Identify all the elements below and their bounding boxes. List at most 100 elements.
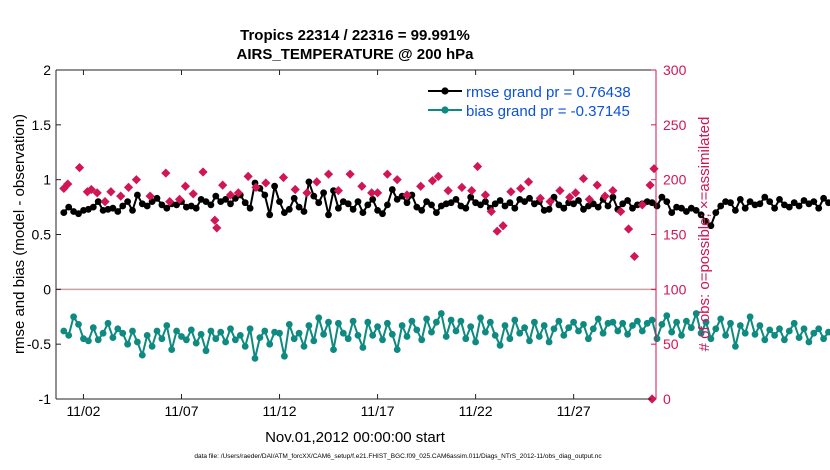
series-0-point	[506, 199, 514, 207]
series-1-point	[741, 329, 749, 337]
series-1-point	[300, 343, 308, 350]
series-0-point	[295, 203, 303, 211]
series-1-point	[761, 336, 769, 344]
series-0-point	[604, 202, 612, 210]
series-1-point	[335, 319, 342, 327]
series-0-point	[276, 198, 283, 206]
series-1-point	[624, 330, 631, 338]
y-right-tick-label: 50	[663, 336, 679, 352]
series-0-point	[790, 199, 798, 207]
series-0-point	[212, 192, 220, 200]
series-0-point	[462, 204, 470, 212]
series-0-point	[423, 198, 430, 206]
obs-count-marker	[367, 188, 377, 198]
series-1-point	[344, 335, 352, 343]
series-1-point	[526, 337, 533, 345]
series-1-point	[462, 335, 470, 343]
series-1-point	[472, 338, 479, 346]
obs-count-marker	[212, 223, 222, 233]
series-0-point	[761, 193, 769, 201]
series-1-point	[339, 329, 347, 337]
series-1-point	[585, 335, 592, 343]
obs-count-marker	[486, 206, 496, 217]
series-1-point	[486, 318, 494, 326]
series-1-point	[285, 321, 293, 328]
series-0-point	[732, 207, 739, 214]
series-1-point	[227, 325, 234, 333]
y-left-tick-label: 1.5	[32, 117, 52, 133]
series-0-point	[384, 201, 391, 209]
series-1-point	[85, 337, 92, 345]
series-1-point	[575, 327, 582, 335]
series-1-point	[687, 324, 695, 332]
series-0-point	[658, 193, 666, 201]
series-0-point	[447, 199, 455, 207]
series-1-point	[75, 321, 82, 328]
series-0-point	[173, 201, 181, 209]
series-0-point	[335, 204, 342, 212]
series-1-point	[178, 333, 185, 340]
series-0-point	[163, 204, 171, 212]
obs-count-marker	[402, 190, 412, 200]
series-1-point	[516, 329, 524, 337]
series-1-point	[202, 347, 210, 355]
series-1-point	[683, 317, 690, 325]
series-1-point	[678, 332, 685, 339]
series-1-point	[148, 343, 156, 350]
x-tick-label: 11/12	[263, 403, 297, 419]
series-0-point	[75, 210, 82, 218]
series-1-point	[825, 328, 830, 336]
obs-count-marker	[357, 181, 367, 191]
series-1-point	[325, 318, 332, 326]
series-0-point	[575, 197, 582, 204]
series-0-point	[266, 211, 274, 219]
obs-count-marker	[584, 194, 594, 205]
series-0-point	[285, 205, 293, 213]
series-1-point	[467, 323, 475, 330]
series-1-point	[648, 316, 656, 324]
series-1-point	[354, 332, 362, 339]
legend: rmse grand pr = 0.76438 bias grand pr = …	[428, 84, 631, 120]
series-0-point	[192, 204, 200, 212]
obs-count-marker	[382, 169, 392, 179]
series-0-point	[820, 194, 827, 202]
y-right-tick-label: 150	[663, 227, 687, 243]
x-tick-label: 11/17	[361, 403, 395, 419]
series-1-point	[236, 332, 244, 339]
legend-bias-label: bias grand pr = -0.37145	[466, 103, 630, 120]
series-1-point	[143, 332, 151, 339]
series-0-point	[222, 196, 230, 203]
series-0-point	[349, 205, 357, 213]
series-1-point	[423, 315, 430, 323]
series-1-point	[251, 355, 259, 362]
obs-count-marker	[629, 251, 640, 262]
obs-count-marker	[323, 169, 334, 179]
obs-count-marker	[535, 193, 545, 203]
series-1-point	[163, 322, 171, 329]
series-0-point	[109, 204, 117, 212]
obs-count-marker	[210, 215, 220, 225]
series-0-point	[290, 194, 298, 202]
series-layer	[59, 161, 830, 404]
series-0-point	[114, 208, 122, 215]
series-0-point	[305, 178, 313, 186]
series-1-point	[599, 329, 607, 337]
obs-count-marker	[645, 180, 655, 190]
obs-count-marker	[523, 177, 534, 187]
footer-data-file: data file: /Users/raeder/DAI/ATM_forcXX/…	[194, 453, 602, 460]
obs-count-marker	[457, 182, 467, 192]
series-0-point	[560, 204, 568, 212]
obs-count-marker	[592, 180, 602, 190]
series-0-point	[310, 192, 318, 200]
series-1-point	[535, 333, 543, 340]
series-0-point	[511, 204, 519, 212]
series-1-point	[119, 329, 127, 337]
series-1-point	[634, 317, 641, 325]
series-0-point	[202, 198, 210, 206]
series-0-point	[800, 197, 808, 204]
series-1-point	[94, 336, 102, 344]
y-left-tick-label: 2	[43, 62, 51, 78]
series-0-point	[776, 196, 783, 203]
obs-count-marker	[492, 226, 502, 236]
axes-layer: 11/02 11/07 11/12 11/17 11/22 11/27 -1 -0.5 0 0.5…	[27, 62, 687, 419]
